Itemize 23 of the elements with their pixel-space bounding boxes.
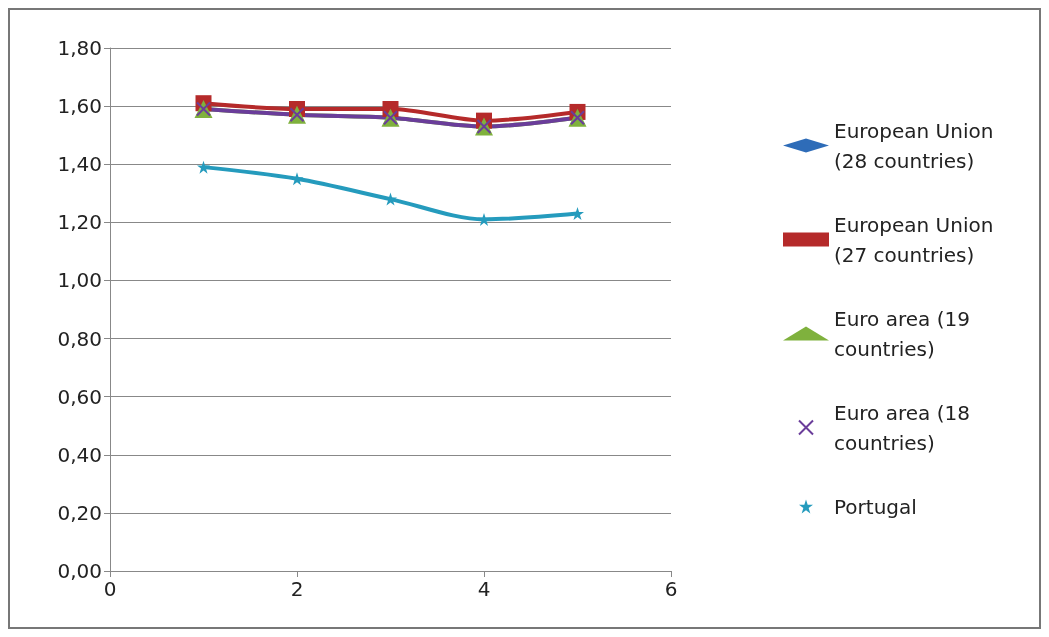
y-tick-label: 0,00 [57,559,102,583]
y-tick-label: 0,40 [57,442,102,467]
y-tick-label: 0,20 [57,500,102,525]
y-tick-label: 1,60 [57,94,102,119]
x-tick-label: 2 [290,577,304,601]
point [571,207,584,221]
x-tick-label: 6 [664,577,678,601]
legend-label: European Union (27 countries) [834,212,1000,267]
y-tick-label: 0,80 [57,326,102,351]
x-tick-label: 0 [103,577,117,601]
legend-label: Portugal [834,494,917,519]
point [477,212,491,226]
x-tick-label: 4 [477,577,491,601]
legend-label: Euro area (18 countries) [834,400,977,455]
y-tick-label: 1,00 [57,268,102,293]
legend-label: European Union (28 countries) [834,118,1000,173]
point [384,192,397,206]
y-tick-label: 0,60 [57,384,102,409]
legend-label: Euro area (19 countries) [834,306,977,361]
y-tick-label: 1,80 [57,36,102,60]
y-tick-label: 1,40 [57,152,102,177]
point [197,160,210,174]
y-tick-label: 1,20 [57,210,102,235]
